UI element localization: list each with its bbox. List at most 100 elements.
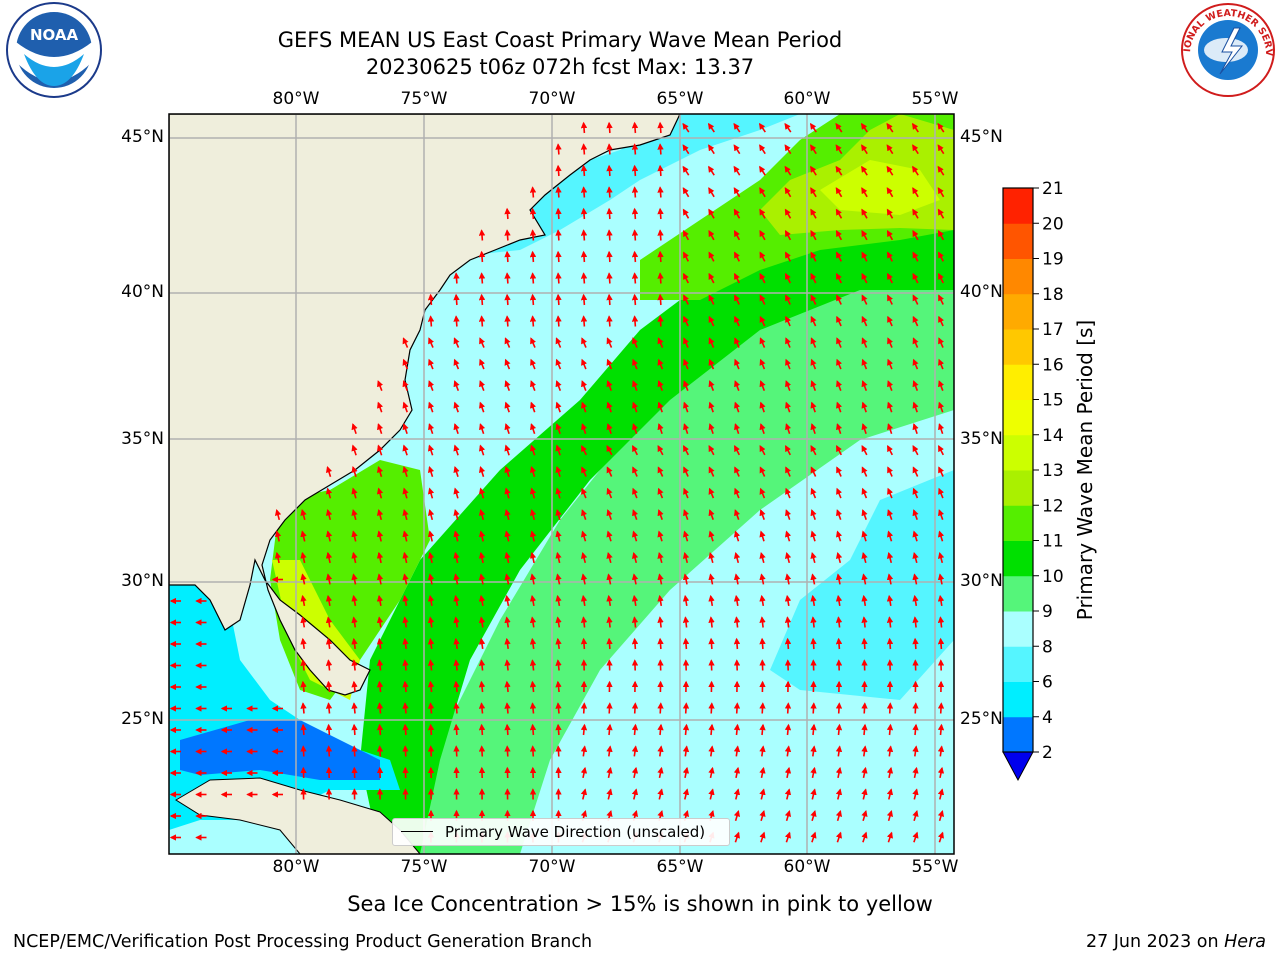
wave-arrow — [682, 745, 690, 757]
wave-arrow — [453, 551, 460, 564]
wave-arrow — [580, 702, 588, 714]
wave-arrow — [529, 508, 537, 521]
wave-arrow — [938, 423, 945, 434]
wave-arrow — [555, 465, 562, 478]
colorbar-tick-label: 19 — [1042, 250, 1064, 270]
wave-arrow — [784, 551, 792, 564]
wave-arrow — [351, 702, 358, 714]
wave-arrow — [682, 573, 690, 585]
wave-arrow — [886, 594, 894, 607]
wave-arrow — [555, 723, 562, 736]
wave-arrow — [810, 723, 817, 736]
wave-arrow — [708, 315, 715, 327]
wave-arrow — [581, 487, 588, 499]
wave-arrow — [606, 380, 613, 391]
wave-arrow — [351, 659, 358, 671]
wave-arrow — [300, 594, 307, 607]
wave-arrow — [657, 573, 664, 585]
wave-arrow — [835, 530, 843, 542]
colorbar-cell — [1003, 258, 1033, 295]
wave-arrow — [861, 809, 868, 822]
wave-arrow — [861, 187, 868, 198]
wave-arrow — [810, 144, 817, 155]
lat-tick-left: 30°N — [121, 571, 164, 591]
wave-arrow — [759, 594, 766, 607]
wave-arrow — [912, 745, 919, 757]
wave-arrow — [860, 122, 868, 133]
wave-arrow — [912, 144, 919, 155]
wave-arrow — [886, 637, 894, 650]
wave-arrow — [759, 637, 766, 650]
wave-arrow — [631, 551, 639, 564]
wave-arrow — [555, 508, 562, 521]
wave-arrow — [325, 680, 333, 693]
wave-arrow — [530, 380, 537, 391]
wave-arrow — [453, 530, 460, 542]
wave-arrow — [631, 186, 639, 198]
wave-arrow — [376, 616, 384, 628]
wave-arrow — [529, 637, 537, 650]
wave-arrow — [529, 315, 537, 327]
wave-arrow — [504, 551, 511, 564]
wave-arrow — [683, 358, 690, 370]
wave-arrow — [708, 573, 715, 585]
wave-arrow — [937, 551, 945, 564]
wave-arrow — [912, 315, 919, 327]
wave-arrow — [759, 315, 766, 327]
wave-arrow — [606, 401, 613, 413]
wave-arrow — [555, 164, 562, 177]
wave-arrow — [300, 573, 307, 585]
wave-arrow — [606, 186, 613, 198]
wave-arrow — [631, 616, 639, 628]
wave-arrow — [606, 272, 613, 284]
wave-arrow — [835, 229, 843, 241]
wave-arrow — [274, 530, 282, 542]
wave-arrow — [784, 272, 792, 284]
wave-arrow — [606, 358, 613, 370]
wave-arrow — [631, 766, 639, 779]
wave-arrow — [886, 272, 894, 284]
wave-arrow — [606, 423, 613, 434]
wave-arrow — [529, 229, 537, 241]
wave-arrow — [937, 187, 945, 198]
wave-arrow — [759, 766, 766, 779]
period-9-10-band — [420, 280, 954, 854]
wave-arrow — [810, 509, 817, 520]
wave-arrow — [427, 444, 435, 456]
legend-line-swatch — [401, 831, 433, 832]
wave-arrow — [937, 229, 945, 241]
wave-arrow — [300, 616, 307, 628]
map-legend: Primary Wave Direction (unscaled) — [392, 818, 730, 846]
lon-tick-top: 70°W — [528, 89, 576, 109]
wave-arrow — [759, 380, 766, 391]
wave-arrow — [937, 165, 945, 176]
wave-arrow — [886, 723, 894, 736]
wave-arrow — [453, 380, 460, 391]
wave-arrow — [351, 508, 358, 521]
wave-arrow — [402, 637, 409, 650]
wave-arrow — [580, 723, 588, 736]
wave-arrow — [631, 229, 639, 241]
wave-arrow — [937, 444, 945, 456]
wave-arrow — [376, 573, 384, 585]
wave-arrow — [504, 487, 511, 499]
wave-arrow — [810, 444, 817, 456]
wave-arrow — [861, 144, 868, 155]
wave-arrow — [529, 250, 537, 263]
wave-arrow — [683, 466, 689, 477]
wave-arrow — [682, 165, 690, 176]
wave-arrow — [351, 616, 358, 628]
wave-arrow — [300, 508, 307, 521]
wave-arrow — [861, 229, 868, 241]
wave-arrow — [478, 530, 486, 542]
wave-arrow — [606, 616, 613, 628]
wave-arrow — [504, 401, 511, 413]
wave-arrow — [784, 766, 792, 779]
wave-arrow — [632, 509, 639, 520]
wave-arrow — [886, 616, 894, 628]
wave-arrow — [478, 616, 486, 628]
wave-arrow — [351, 551, 358, 564]
wave-arrow — [453, 315, 460, 327]
wave-arrow — [861, 831, 868, 843]
wave-arrow — [427, 487, 435, 499]
